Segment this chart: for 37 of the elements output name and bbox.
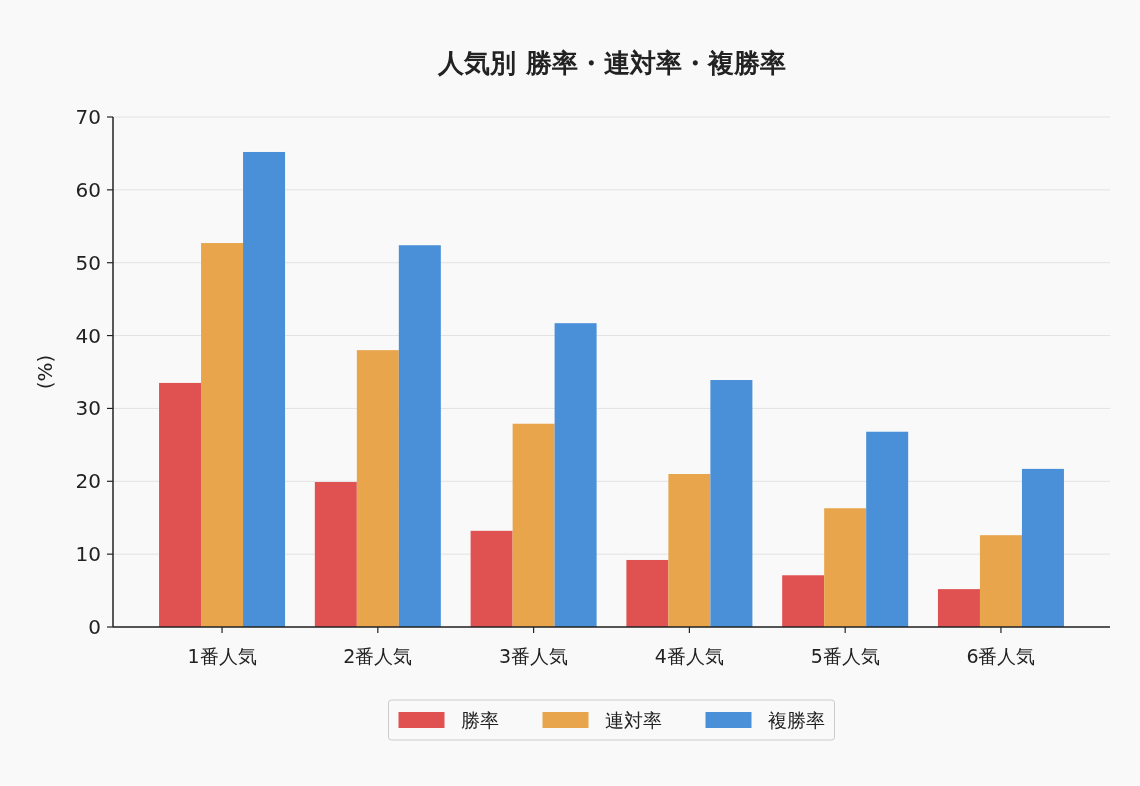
chart-title: 人気別 勝率・連対率・複勝率	[437, 48, 786, 78]
bar	[866, 431, 909, 627]
bar	[243, 151, 286, 627]
legend-label: 連対率	[604, 709, 662, 731]
x-tick-label: 2番人気	[343, 645, 413, 667]
bar	[512, 423, 555, 627]
bar	[710, 380, 753, 627]
y-axis-title: (%)	[33, 354, 57, 390]
bar	[1021, 468, 1064, 627]
y-tick-label: 20	[75, 469, 101, 494]
y-tick-label: 60	[75, 177, 101, 202]
bar	[824, 508, 867, 627]
bar	[314, 482, 357, 627]
y-tick-label: 40	[75, 323, 101, 348]
legend-label: 複勝率	[767, 709, 825, 731]
x-tick-label: 5番人気	[810, 645, 880, 667]
bar	[554, 323, 597, 627]
bar	[668, 474, 711, 627]
legend-label: 勝率	[460, 709, 499, 731]
y-tick-label: 50	[75, 250, 101, 275]
y-tick-label: 0	[88, 615, 101, 639]
y-tick-label: 10	[75, 542, 101, 567]
bar	[979, 535, 1022, 627]
y-tick-label: 30	[75, 396, 101, 421]
bar	[782, 575, 825, 627]
bar	[398, 245, 441, 627]
x-tick-label: 1番人気	[187, 645, 257, 667]
x-tick-label: 6番人気	[966, 645, 1036, 667]
bar	[470, 530, 513, 627]
bar	[159, 382, 202, 627]
x-tick-label: 3番人気	[499, 645, 569, 667]
y-tick-label: 70	[75, 105, 101, 129]
x-tick-label: 4番人気	[654, 645, 724, 667]
bar	[201, 243, 244, 627]
bar	[626, 559, 669, 627]
bar	[937, 589, 980, 627]
bar	[356, 350, 399, 627]
